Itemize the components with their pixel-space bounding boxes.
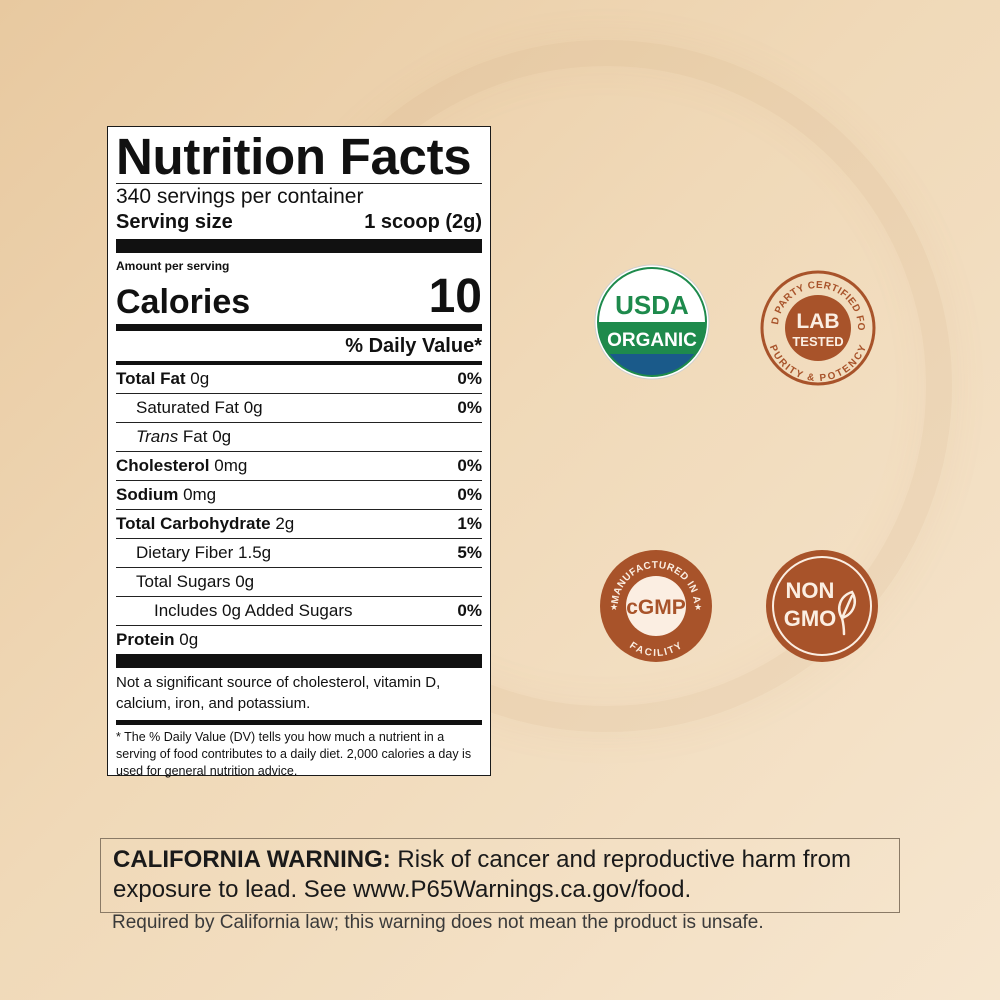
usda-organic-badge: USDA ORGANIC (594, 264, 710, 380)
star-icon: ★ (610, 602, 618, 612)
nutrient-row: Sodium 0mg 0% (116, 480, 482, 509)
servings-per-container: 340 servings per container (116, 185, 364, 208)
warning-disclaimer: Required by California law; this warning… (112, 912, 764, 933)
nutrient-amount: 0g (174, 630, 199, 649)
cgmp-text: cGMP (626, 596, 686, 619)
nutrient-name: Protein (116, 630, 175, 649)
nutrient-percent: 0% (457, 369, 482, 388)
nutrient-amount: Saturated Fat 0g (136, 398, 263, 417)
nutrient-row: Includes 0g Added Sugars 0% (116, 596, 482, 625)
nutrient-percent: 1% (457, 514, 482, 533)
thick-divider (116, 239, 482, 253)
nutrient-amount: Fat 0g (178, 427, 232, 446)
divider (116, 183, 482, 184)
nutrient-row: Trans Fat 0g (116, 422, 482, 451)
nutrient-row: Total Sugars 0g (116, 567, 482, 596)
daily-value-header: % Daily Value* (345, 335, 482, 357)
organic-text: ORGANIC (607, 330, 697, 351)
star-icon: ★ (694, 602, 702, 612)
nutrient-percent: 0% (457, 398, 482, 417)
nutrient-amount: Total Sugars 0g (136, 572, 255, 591)
cgmp-seal-icon: MANUFACTURED IN A FACILITY ★ ★ cGMP (600, 550, 712, 662)
small-divider (116, 720, 482, 725)
serving-size-label: Serving size (116, 211, 233, 233)
calories-row: Calories 10 (116, 273, 482, 321)
nutrient-percent: 0% (457, 456, 482, 475)
non-gmo-seal-icon: NON GMO (766, 550, 878, 662)
nutrient-row: Saturated Fat 0g 0% (116, 393, 482, 422)
amount-per-serving: Amount per serving (116, 259, 230, 273)
leaf-icon (838, 590, 856, 636)
non-gmo-badge: NON GMO (764, 548, 880, 664)
nutrient-name: Total Carbohydrate (116, 514, 271, 533)
california-warning: CALIFORNIA WARNING: Risk of cancer and r… (100, 838, 900, 913)
serving-size-row: Serving size 1 scoop (2g) (116, 209, 482, 235)
usda-organic-seal-icon: USDA ORGANIC (594, 264, 710, 380)
nutrient-percent: 0% (457, 601, 482, 620)
nutrient-amount: Dietary Fiber 1.5g (136, 543, 272, 562)
nutrient-amount: Includes 0g Added Sugars (154, 601, 353, 620)
nutrition-facts-label: Nutrition Facts 340 servings per contain… (107, 126, 491, 778)
nutrient-amount: 2g (270, 514, 295, 533)
daily-value-footnote: * The % Daily Value (DV) tells you how m… (116, 730, 472, 778)
nutrition-note: Not a significant source of cholesterol,… (116, 674, 441, 712)
lab-tested-seal-icon: 3RD PARTY CERTIFIED FOR PURITY & POTENCY… (760, 270, 876, 386)
nutrient-percent: 0% (457, 485, 482, 504)
nutrient-name: Total Fat (116, 369, 186, 388)
nutrient-row: Dietary Fiber 1.5g 5% (116, 538, 482, 567)
lab-text: LAB (796, 310, 839, 333)
nutrient-row: Protein 0g (116, 625, 482, 654)
nutrient-name: Cholesterol (116, 456, 210, 475)
nutrition-facts-title: Nutrition Facts (116, 128, 472, 185)
medium-divider (116, 324, 482, 331)
thick-divider (116, 654, 482, 668)
nutrient-row: Total Carbohydrate 2g 1% (116, 509, 482, 538)
nutrient-amount: 0g (185, 369, 210, 388)
nutrient-row: Total Fat 0g 0% (116, 361, 482, 393)
warning-lead: CALIFORNIA WARNING: (113, 846, 391, 873)
calories-value: 10 (428, 270, 482, 323)
nutrient-name: Trans (136, 427, 179, 446)
lab-tested-badge: 3RD PARTY CERTIFIED FOR PURITY & POTENCY… (760, 270, 876, 386)
usda-text: USDA (615, 290, 689, 320)
gmo-text: GMO (784, 606, 837, 631)
cgmp-badge: MANUFACTURED IN A FACILITY ★ ★ cGMP (598, 548, 714, 664)
tested-text: TESTED (792, 334, 843, 349)
non-text: NON (786, 578, 835, 603)
nutrient-name: Sodium (116, 485, 179, 504)
nutrient-amount: 0mg (178, 485, 217, 504)
calories-label: Calories (116, 283, 251, 321)
nutrient-amount: 0mg (209, 456, 248, 475)
serving-size-value: 1 scoop (2g) (364, 211, 482, 233)
nutrient-percent: 5% (457, 543, 482, 562)
warning-text: Risk of cancer and reproductive harm fro… (113, 846, 851, 903)
nutrient-row: Cholesterol 0mg 0% (116, 451, 482, 480)
